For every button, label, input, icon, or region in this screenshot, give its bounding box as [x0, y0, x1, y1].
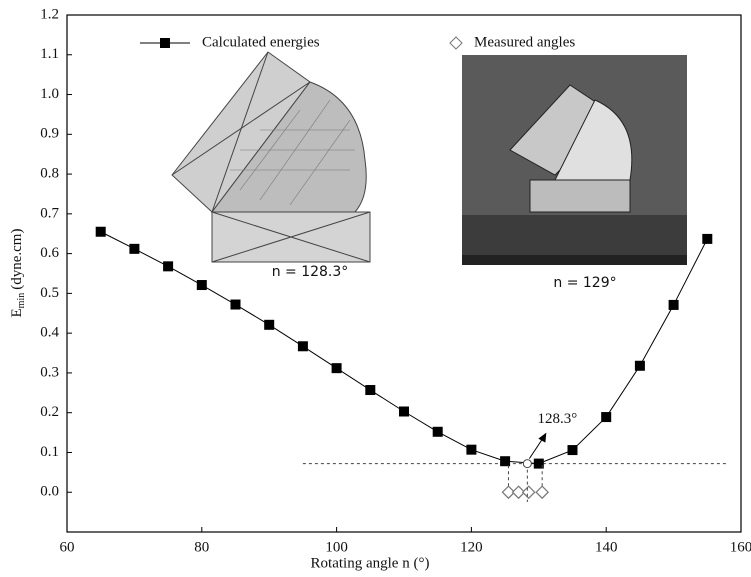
data-point: [365, 385, 375, 395]
data-point: [601, 412, 611, 422]
data-point: [635, 361, 645, 371]
data-point: [163, 261, 173, 271]
data-point: [399, 406, 409, 416]
y-label-unit: (dyne.cm): [9, 229, 25, 290]
data-point: [500, 456, 510, 466]
y-tick-label: 0.8: [40, 166, 59, 182]
data-point: [264, 320, 274, 330]
x-tick-label: 120: [460, 539, 483, 555]
x-axis-label: Rotating angle n (°): [311, 555, 430, 571]
series-line: [101, 232, 708, 464]
minimum-point: [523, 460, 531, 468]
y-tick-label: 0.1: [40, 444, 59, 460]
legend-label: Calculated energies: [202, 34, 320, 50]
legend-marker: [160, 38, 170, 48]
inset-model: [172, 52, 370, 262]
y-tick-label: 0.0: [40, 484, 59, 500]
y-tick-label: 1.2: [40, 6, 59, 22]
x-tick-label: 80: [194, 539, 209, 555]
arrow-head: [538, 433, 546, 443]
annotation: 128.3°: [537, 411, 577, 427]
y-tick-label: 0.5: [40, 285, 59, 301]
y-tick-label: 0.2: [40, 404, 59, 420]
x-tick-label: 60: [60, 539, 75, 555]
y-tick-label: 0.7: [40, 205, 59, 221]
chart: n = 128.3° n = 129° Rotating angle n (°)…: [0, 0, 751, 577]
annotation-arrow: [529, 438, 543, 459]
x-tick-label: 100: [325, 539, 348, 555]
data-point: [523, 486, 535, 498]
legend-marker: [450, 37, 462, 49]
inset-label: n = 128.3°: [272, 264, 349, 280]
y-tick-label: 0.6: [40, 245, 59, 261]
y-tick-label: 1.0: [40, 86, 59, 102]
y-tick-label: 0.4: [40, 325, 59, 341]
data-point: [231, 300, 241, 310]
data-point: [568, 445, 578, 455]
data-point: [298, 341, 308, 351]
data-point: [129, 244, 139, 254]
data-point: [669, 300, 679, 310]
data-point: [536, 486, 548, 498]
y-label-main: E: [9, 308, 25, 317]
data-point: [96, 227, 106, 237]
x-tick-label: 140: [595, 539, 618, 555]
x-tick-label: 160: [730, 539, 751, 555]
inset-sem: [462, 55, 687, 265]
data-point: [466, 445, 476, 455]
data-point: [197, 280, 207, 290]
y-tick-label: 1.1: [40, 46, 59, 62]
inset-label: n = 129°: [553, 275, 616, 291]
data-point: [332, 363, 342, 373]
y-label-sub: min: [16, 293, 27, 309]
data-point: [702, 234, 712, 244]
y-axis-label: Emin (dyne.cm): [9, 229, 27, 318]
y-tick-label: 0.9: [40, 126, 59, 142]
y-tick-label: 0.3: [40, 364, 59, 380]
data-point: [433, 427, 443, 437]
legend-label: Measured angles: [474, 34, 575, 50]
